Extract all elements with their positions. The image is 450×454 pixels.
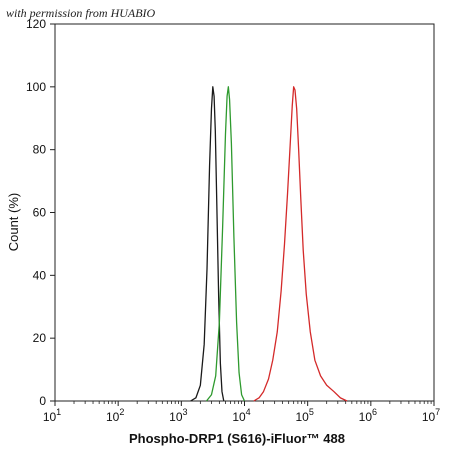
x-tick-label: 105 xyxy=(295,407,313,424)
x-axis-label: Phospho-DRP1 (S616)-iFluor™ 488 xyxy=(129,431,345,446)
y-tick-label: 80 xyxy=(33,143,47,157)
x-tick-label: 102 xyxy=(106,407,124,424)
x-tick-label: 107 xyxy=(422,407,440,424)
y-tick-label: 60 xyxy=(33,206,47,220)
y-tick-label: 0 xyxy=(39,394,46,408)
x-tick-label: 104 xyxy=(232,407,250,424)
x-tick-label: 103 xyxy=(169,407,187,424)
histogram-curve-1 xyxy=(190,86,225,402)
y-tick-label: 100 xyxy=(26,80,46,94)
x-tick-label: 101 xyxy=(43,407,61,424)
y-tick-label: 20 xyxy=(33,331,47,345)
watermark-text: with permission from HUABIO xyxy=(6,6,156,20)
histogram-curves xyxy=(190,86,348,402)
y-tick-label: 120 xyxy=(26,17,46,31)
y-axis: 0 20 40 60 80 100 120 xyxy=(26,17,55,408)
histogram-curve-2 xyxy=(205,86,246,402)
plot-border xyxy=(54,23,435,402)
x-tick-label: 106 xyxy=(359,407,377,424)
y-tick-label: 40 xyxy=(33,268,47,282)
histogram-curve-3 xyxy=(253,86,348,402)
plot-frame xyxy=(54,23,435,402)
y-axis-label: Count (%) xyxy=(6,193,21,252)
x-axis: 101 102 103 104 105 106 107 xyxy=(43,401,440,424)
